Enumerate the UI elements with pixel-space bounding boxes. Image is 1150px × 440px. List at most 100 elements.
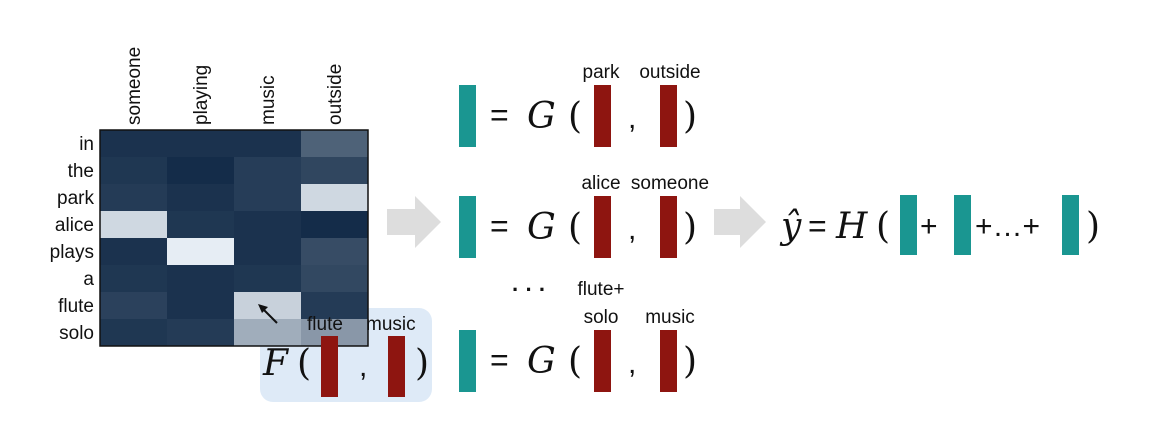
yhat-symbol: ŷ — [779, 206, 802, 247]
heatmap-cell — [167, 184, 234, 211]
close-paren: ) — [683, 96, 697, 137]
g-func-label: G — [527, 341, 556, 382]
heatmap-cell — [167, 157, 234, 184]
input-label-2: outside — [639, 62, 700, 83]
input-label-2: music — [645, 307, 695, 328]
heatmap-cell — [167, 238, 234, 265]
g-func-label: G — [527, 207, 556, 248]
f-vector-music — [388, 336, 405, 397]
h-plus-1: + — [920, 210, 938, 243]
g-equation: = G (,) flute+ solo music — [459, 279, 697, 392]
heatmap-row-label: flute — [58, 296, 94, 317]
close-paren: ) — [683, 207, 697, 248]
h-func-label: H — [835, 206, 868, 247]
h-plus-ellipsis-plus: +…+ — [975, 210, 1040, 243]
h-vector-3 — [1062, 195, 1079, 255]
result-vector — [459, 196, 476, 258]
heatmap-cell — [301, 184, 368, 211]
heatmap-cell — [301, 211, 368, 238]
input-vector-2 — [660, 330, 677, 392]
h-open-paren: ( — [876, 206, 890, 247]
equals-sign: = — [490, 208, 509, 244]
equals-sign: = — [490, 342, 509, 378]
heatmap-cell — [234, 238, 301, 265]
comma: , — [628, 347, 636, 380]
heatmap-row-labels: in the park alice plays a flute solo — [50, 134, 95, 344]
heatmap-cell — [100, 130, 167, 157]
heatmap-cell — [100, 265, 167, 292]
heatmap-row-label: alice — [55, 215, 94, 236]
heatmap-column-label: music — [258, 75, 279, 125]
input-vector-1 — [594, 196, 611, 258]
heatmap-cell — [167, 211, 234, 238]
h-close-paren: ) — [1086, 206, 1100, 247]
heatmap-cell — [100, 292, 167, 319]
heatmap-cell — [100, 211, 167, 238]
heatmap-cell — [167, 319, 234, 346]
g-equations: = G (,) park outside = G (,) alice someone = G (,) fl… — [459, 62, 709, 392]
open-paren: ( — [568, 96, 582, 137]
heatmap-column-label: outside — [325, 64, 346, 125]
h-vector-1 — [900, 195, 917, 255]
flow-arrow-1 — [387, 196, 441, 248]
input-label-1: solo — [584, 307, 619, 328]
heatmap-cell — [234, 184, 301, 211]
heatmap-column-label: someone — [124, 47, 145, 125]
heatmap-row-label: the — [68, 161, 94, 182]
f-label-flute: flute — [307, 314, 343, 335]
heatmap-row-label: a — [83, 269, 94, 290]
input-label-1: alice — [581, 173, 620, 194]
heatmap-cell — [301, 130, 368, 157]
heatmap-row-label: plays — [50, 242, 94, 263]
heatmap-cell — [234, 211, 301, 238]
heatmap-row-label: park — [57, 188, 94, 209]
pointer-arrow — [258, 304, 278, 324]
input-label-1: park — [583, 62, 620, 83]
h-vector-2 — [954, 195, 971, 255]
g-func-label: G — [527, 96, 556, 137]
input-label-1: flute+ — [577, 279, 624, 300]
heatmap-cell — [100, 319, 167, 346]
heatmap-cell — [234, 157, 301, 184]
input-label-2: someone — [631, 173, 709, 194]
heatmap-cell — [234, 292, 301, 319]
heatmap-cell — [301, 157, 368, 184]
f-open-paren: ( — [297, 343, 311, 384]
heatmap-column-labels: someone playing music outside — [124, 47, 346, 125]
input-vector-1 — [594, 85, 611, 147]
attention-heatmap — [99, 129, 369, 347]
heatmap-border — [99, 129, 369, 347]
g-equation: = G (,) park outside — [459, 62, 701, 147]
f-close-paren: ) — [415, 343, 429, 384]
input-vector-1 — [594, 330, 611, 392]
input-vector-2 — [660, 196, 677, 258]
comma: , — [628, 102, 636, 135]
output-equals: = — [808, 208, 827, 244]
heatmap-row-label: solo — [59, 323, 94, 344]
heatmap-cell — [100, 184, 167, 211]
g-equation: = G (,) alice someone — [459, 173, 709, 258]
open-paren: ( — [568, 207, 582, 248]
result-vector — [459, 85, 476, 147]
heatmap-column-label: playing — [191, 65, 212, 125]
heatmap-cell — [234, 319, 301, 346]
f-comma: , — [359, 350, 367, 383]
f-func-label: F — [262, 343, 290, 384]
equals-sign: = — [490, 97, 509, 133]
close-paren: ) — [683, 341, 697, 382]
heatmap-cell — [234, 265, 301, 292]
heatmap-cell — [234, 130, 301, 157]
input-vector-2 — [660, 85, 677, 147]
result-vector — [459, 330, 476, 392]
heatmap-cell — [100, 157, 167, 184]
heatmap-cell — [167, 265, 234, 292]
heatmap-cell — [301, 292, 368, 319]
comma: , — [628, 213, 636, 246]
flow-arrow-2 — [714, 196, 766, 248]
open-paren: ( — [568, 341, 582, 382]
heatmap-cell — [301, 265, 368, 292]
heatmap-cell — [167, 292, 234, 319]
f-label-music: music — [366, 314, 416, 335]
heatmap-cell — [100, 238, 167, 265]
